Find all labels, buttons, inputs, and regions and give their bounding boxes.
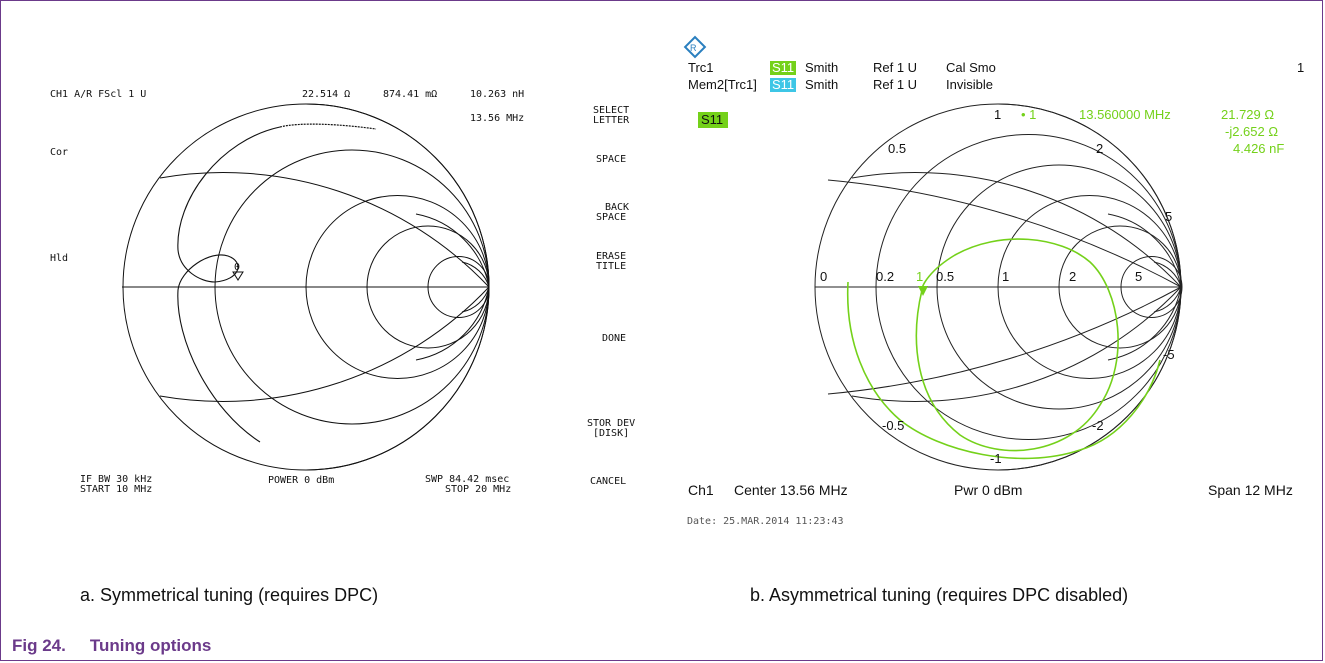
- left-freq: 13.56 MHz: [470, 113, 524, 124]
- cal-smo: Cal Smo: [946, 60, 996, 75]
- s11-trace-box: [698, 112, 728, 128]
- marker-frequency: 13.560000 MHz: [1079, 107, 1171, 122]
- s11-trace-curve: [846, 238, 1161, 460]
- left-smith-grid: [122, 103, 490, 471]
- left-ifbw: IF BW 30 kHz: [80, 474, 152, 485]
- label-05: 0.5: [936, 269, 954, 284]
- s11-trace-label: S11: [701, 112, 723, 127]
- mem2-label: Mem2[Trc1]: [688, 77, 757, 92]
- left-hld: Hld: [50, 253, 68, 264]
- label-bottom-minus05: -0.5: [882, 418, 904, 433]
- label-top-1: 1: [994, 107, 1001, 122]
- softkey-done[interactable]: DONE: [602, 333, 626, 344]
- softkey-back[interactable]: BACK: [605, 202, 629, 213]
- footer-power: Pwr 0 dBm: [954, 482, 1022, 498]
- label-zero: 0: [820, 269, 827, 284]
- label-marker-1: 1: [916, 269, 923, 284]
- softkey-disk[interactable]: [DISK]: [593, 428, 629, 439]
- right-marker-triangle: [918, 286, 928, 296]
- left-header: CH1 A/R FScl 1 U: [50, 89, 146, 100]
- right-smith-grid: [814, 103, 1183, 471]
- marker-tag: • 1: [1021, 107, 1036, 122]
- left-readout-l: 10.263 nH: [470, 89, 524, 100]
- softkey-backspace[interactable]: SPACE: [596, 212, 626, 223]
- label-bottom-minus5: -5: [1163, 347, 1175, 362]
- left-readout-m: 874.41 mΩ: [383, 89, 437, 100]
- label-1: 1: [1002, 269, 1009, 284]
- label-bottom-minus2: -2: [1092, 418, 1104, 433]
- s11-cyan-badge: [770, 78, 796, 92]
- softkey-cancel[interactable]: CANCEL: [590, 476, 626, 487]
- left-smith-panel: 0 CH1 A/R FScl 1 U 22.514 Ω 874.41 mΩ 10…: [50, 89, 635, 495]
- label-2: 2: [1069, 269, 1076, 284]
- softkey-stordev[interactable]: STOR DEV: [587, 418, 635, 429]
- right-smith-panel: R Trc1 S11 Smith Ref 1 U Cal Smo 1 Mem2[…: [683, 35, 1304, 527]
- label-top-05: 0.5: [888, 141, 906, 156]
- label-5: 5: [1135, 269, 1142, 284]
- label-top-2: 2: [1096, 141, 1103, 156]
- softkey-title[interactable]: TITLE: [596, 261, 626, 272]
- svg-text:R: R: [690, 43, 697, 53]
- s11-green-badge: [770, 61, 796, 75]
- softkey-select[interactable]: SELECT: [593, 105, 629, 116]
- smith-a: Smith: [805, 60, 838, 75]
- left-cor: Cor: [50, 147, 68, 158]
- left-power: POWER 0 dBm: [268, 475, 334, 486]
- label-02: 0.2: [876, 269, 894, 284]
- left-softkeys: SELECT LETTER SPACE BACK SPACE ERASE TIT…: [587, 105, 635, 487]
- figure-title: Tuning options: [89, 636, 212, 655]
- date-stamp: Date: 25.MAR.2014 11:23:43: [687, 516, 844, 527]
- right-smith-labels: 1 0.5 2 5 0 0.2 1 0.5 1 2 5 -5 -0.5 -2 -…: [820, 107, 1175, 466]
- caption-b: b. Asymmetrical tuning (requires DPC dis…: [750, 585, 1129, 605]
- label-bottom-minus1: -1: [990, 451, 1002, 466]
- label-top-5: 5: [1165, 209, 1172, 224]
- left-swp: SWP 84.42 msec: [425, 474, 509, 485]
- figure-number: Fig 24.: [12, 636, 66, 655]
- rs-logo-icon: R: [683, 35, 707, 59]
- left-stop: STOP 20 MHz: [445, 484, 511, 495]
- marker-reactance: -j2.652 Ω: [1225, 124, 1278, 139]
- left-marker-label: 0: [234, 262, 240, 273]
- caption-a: a. Symmetrical tuning (requires DPC): [80, 585, 379, 605]
- figure-caption: Fig 24. Tuning options: [12, 636, 235, 656]
- channel-number: 1: [1297, 60, 1304, 75]
- footer-span: Span 12 MHz: [1208, 482, 1293, 498]
- s11-cyan-text: S11: [772, 77, 794, 92]
- softkey-space[interactable]: SPACE: [596, 154, 626, 165]
- left-marker-triangle: [232, 271, 244, 281]
- trc1-label: Trc1: [688, 60, 714, 75]
- ref-b: Ref 1 U: [873, 77, 917, 92]
- marker-capacitance: 4.426 nF: [1233, 141, 1284, 156]
- footer-ch1: Ch1: [688, 482, 714, 498]
- ref-a: Ref 1 U: [873, 60, 917, 75]
- smith-b: Smith: [805, 77, 838, 92]
- s11-green-text: S11: [772, 60, 794, 75]
- left-start: START 10 MHz: [80, 484, 152, 495]
- invisible-label: Invisible: [946, 77, 993, 92]
- marker-resistance: 21.729 Ω: [1221, 107, 1274, 122]
- softkey-letter[interactable]: LETTER: [593, 115, 630, 126]
- footer-center: Center 13.56 MHz: [734, 482, 848, 498]
- left-readout-r: 22.514 Ω: [302, 89, 350, 100]
- softkey-erase[interactable]: ERASE: [596, 251, 626, 262]
